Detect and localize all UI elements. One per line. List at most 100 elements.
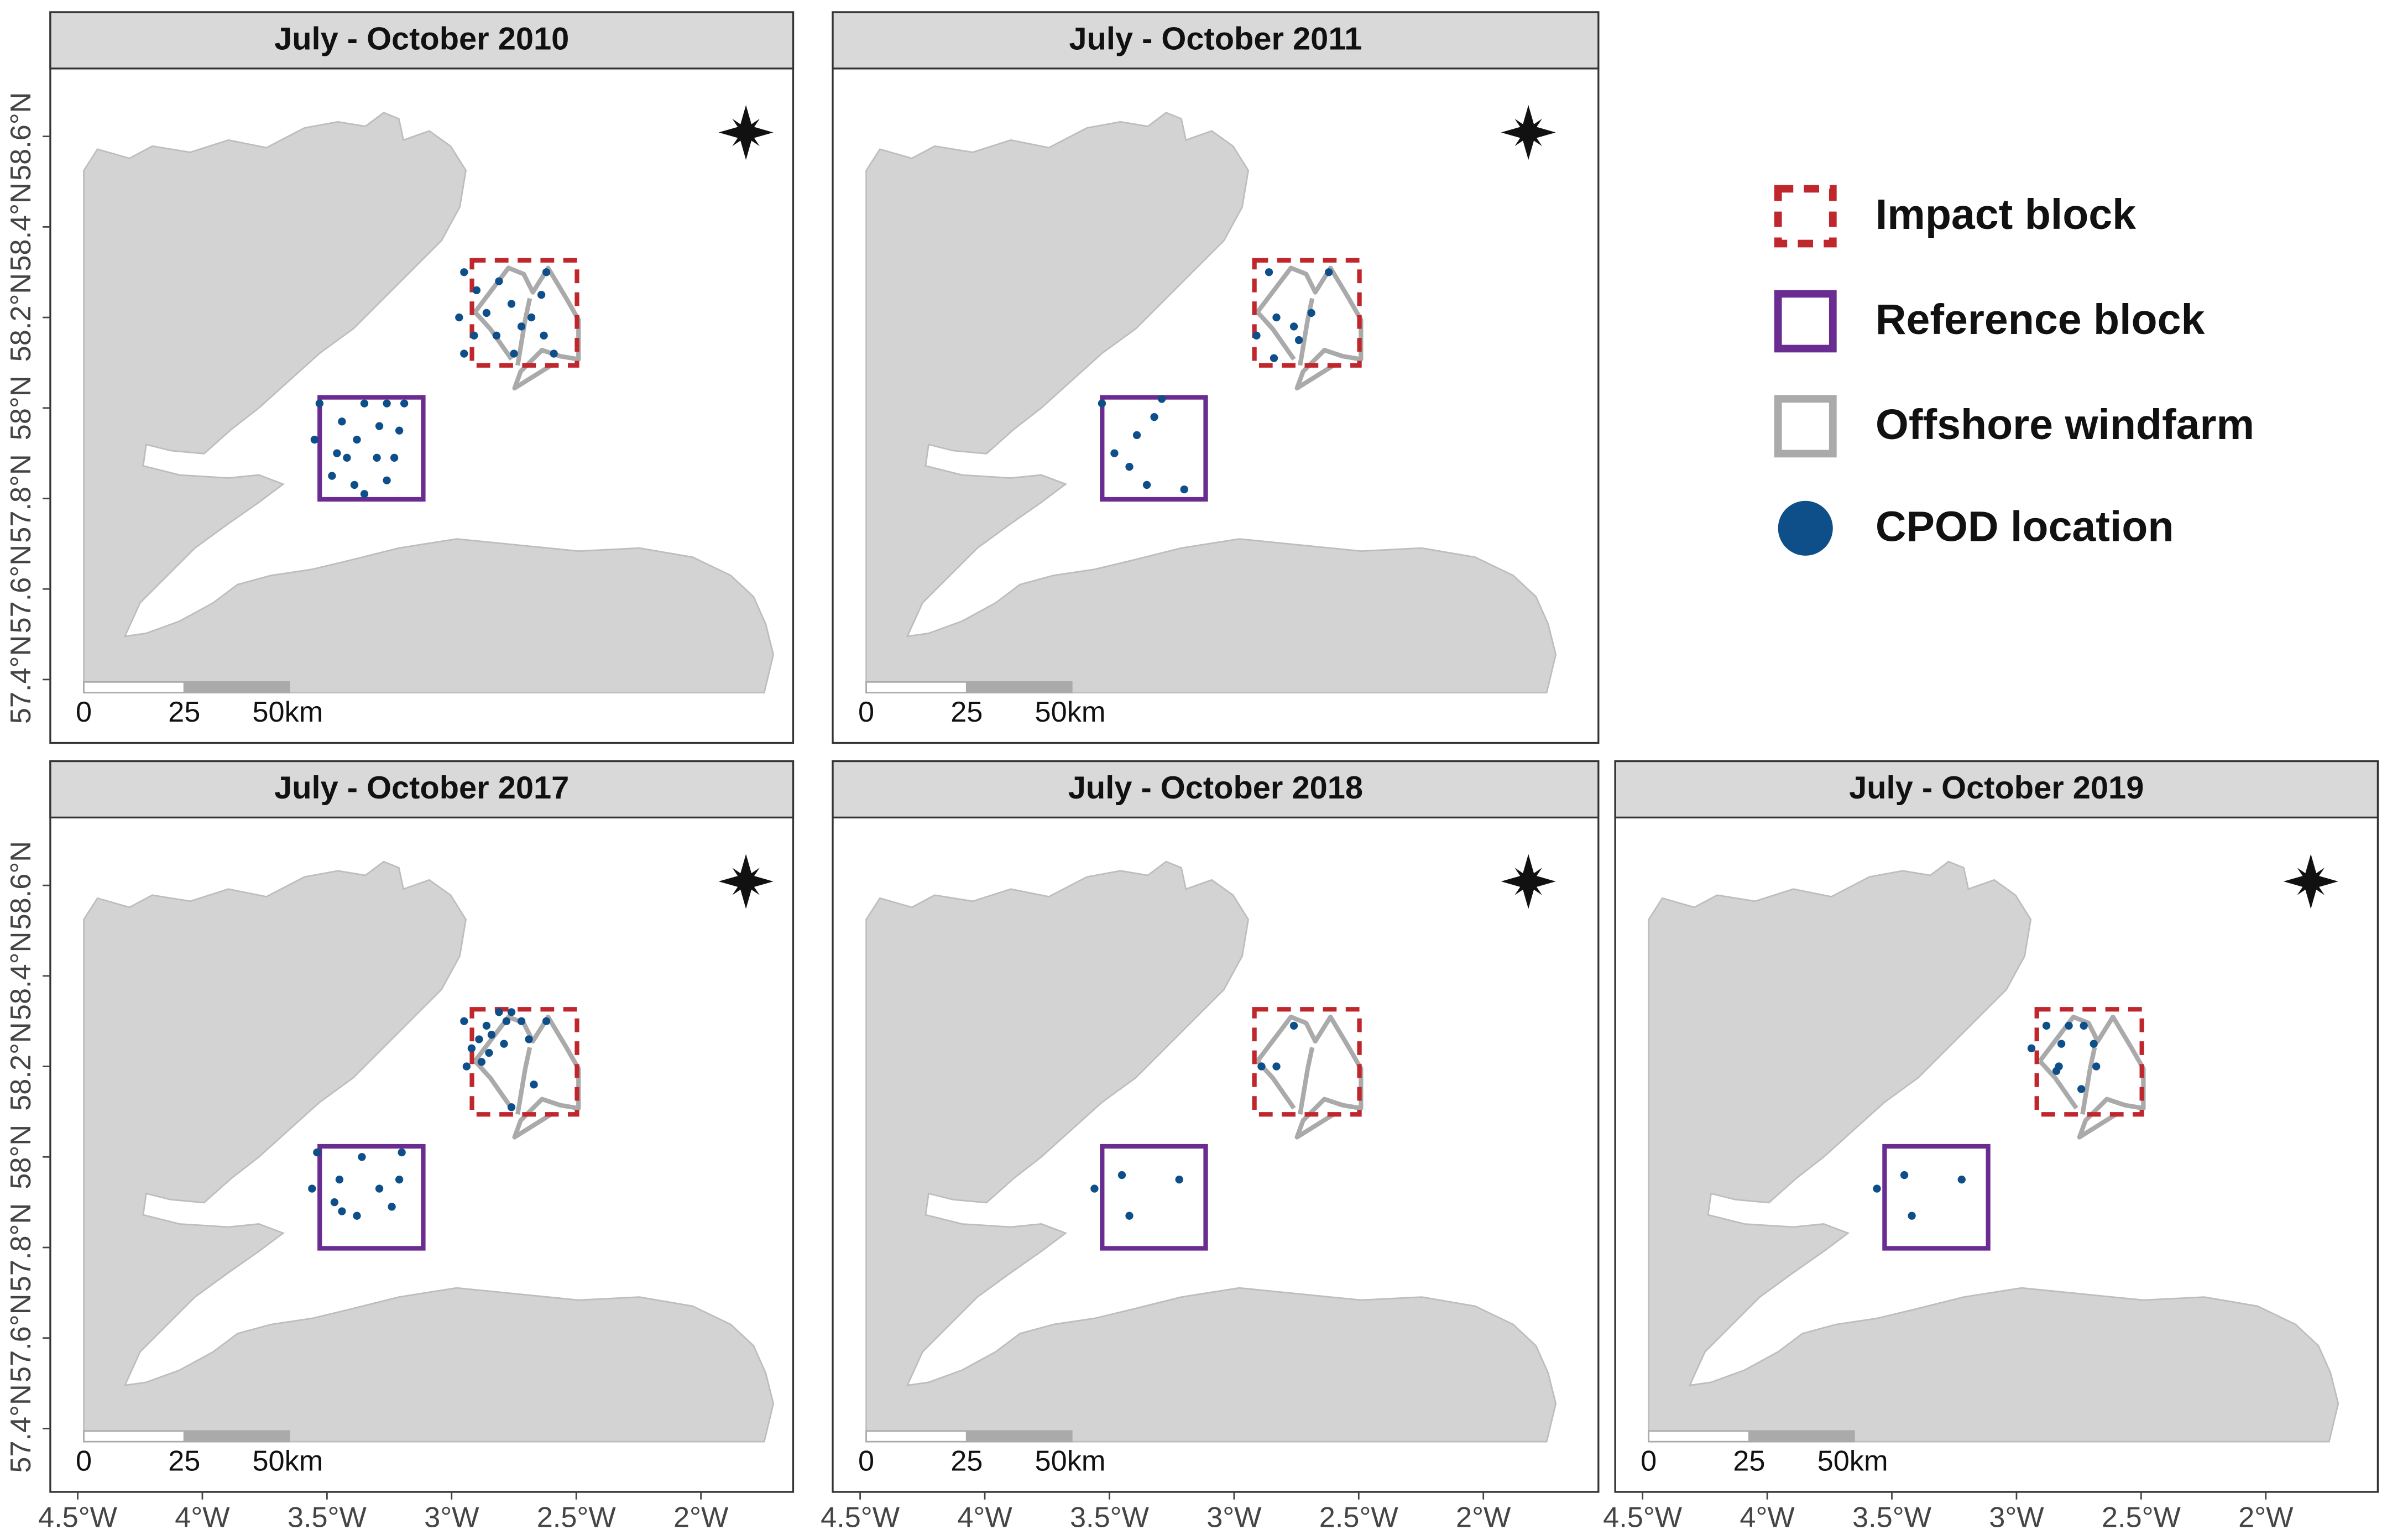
scale-label: 0 [76,1445,92,1478]
cpod-point [507,1103,516,1111]
y-tick-label: 58.6°N [5,841,37,930]
y-tick-label: 58.2°N [5,1022,37,1110]
scale-label: 50km [1035,696,1106,728]
x-tick-label: 2°W [673,1501,729,1533]
title-strip [1614,760,2379,819]
impact-block [469,1007,579,1117]
cpod-point [400,399,409,408]
cpod-point [1873,1184,1881,1193]
cpod-point [530,1080,538,1089]
x-tick-label: 4°W [1740,1501,1795,1533]
scale-label: 25 [950,1445,983,1478]
scale-bar [1748,1430,1855,1443]
cpod-point [460,1017,468,1025]
scale-bar [965,1430,1073,1443]
cpod-point [475,1035,483,1043]
cpod-point [540,331,548,340]
x-tick-label: 3.5°W [288,1501,367,1533]
cpod-point [1257,1062,1266,1071]
cpod-point [1325,268,1333,276]
map-panel: July - October 2011 0 25 50km [832,11,1600,744]
panel-title: July - October 2010 [274,22,569,57]
cpod-point [315,399,324,408]
y-tick-label: 58.4°N [5,182,37,271]
title-strip [832,760,1600,819]
cpod-point [550,349,558,358]
scale-bar [183,1430,290,1443]
x-tick-label: 4.5°W [38,1501,118,1533]
x-tick-label: 2.5°W [537,1501,617,1533]
cpod-point [308,1184,316,1193]
map-area: 0 25 50km [76,105,775,728]
cpod-point [2027,1044,2036,1053]
x-tick-label: 4°W [175,1501,230,1533]
cpod-point [375,1184,384,1193]
y-tick-label: 57.4°N [5,1384,37,1473]
legend-impact-icon [1774,185,1837,248]
panel-title: July - October 2019 [1849,770,2144,806]
x-tick-label: 3°W [1206,1501,1262,1533]
cpod-point [395,1176,404,1184]
x-tick-label: 3.5°W [1852,1501,1932,1533]
impact-block [1252,258,1362,368]
impact-block [469,258,579,368]
x-tick-label: 4.5°W [1603,1501,1683,1533]
cpod-point [338,417,346,426]
scale-bar [83,681,185,694]
cpod-point [1110,449,1119,457]
cpod-point [1307,309,1315,317]
y-tick-label: 57.6°N [5,1293,37,1382]
panel-title: July - October 2011 [1069,22,1362,57]
cpod-point [328,472,336,480]
x-tick-label: 3.5°W [1070,1501,1150,1533]
scale-label: 0 [858,696,874,728]
cpod-point [495,1008,503,1016]
x-tick-label: 2°W [1456,1501,1511,1533]
cpod-point [388,1203,396,1211]
cpod-point [2042,1021,2051,1030]
scale-bar [865,681,968,694]
scale-label: 25 [950,696,983,728]
scale-label: 0 [1641,1445,1657,1478]
cpod-point [1900,1171,1909,1179]
reference-block [1882,1144,1991,1251]
cpod-point [507,300,516,308]
cpod-point [2065,1021,2073,1030]
cpod-point [1117,1171,1126,1179]
cpod-point [502,1017,511,1025]
cpod-point [310,435,318,444]
legend-label: Offshore windfarm [1876,401,2254,448]
title-strip [49,760,795,819]
cpod-point [1272,313,1281,322]
panel-title: July - October 2018 [1068,770,1363,806]
scale-label: 50km [252,696,323,728]
cpod-point [1142,481,1151,489]
y-tick-label: 58°N [5,1125,37,1189]
scale-label: 25 [168,1445,200,1478]
cpod-point [1289,322,1298,331]
cpod-point [460,268,468,276]
cpod-point [1289,1021,1298,1030]
cpod-point [353,435,361,444]
cpod-point [510,349,518,358]
cpod-point [360,490,369,498]
cpod-point [525,1035,533,1043]
scale-label: 25 [1733,1445,1765,1478]
scale-label: 0 [858,1445,874,1478]
scale-bar [83,1430,185,1443]
cpod-point [507,1008,516,1016]
cpod-point [1272,1062,1281,1071]
cpod-point [313,1148,321,1157]
map-area: 0 25 50km [858,105,1557,728]
cpod-point [2077,1085,2086,1093]
cpod-point [462,1062,471,1071]
legend-label: CPOD location [1876,503,2174,550]
x-tick-label: 2.5°W [1319,1501,1399,1533]
reference-block [317,1144,426,1251]
cpod-point [360,399,369,408]
reference-block [1100,1144,1208,1251]
cpod-point [542,1017,551,1025]
scale-bar [1648,1430,1750,1443]
cpod-point [470,331,478,340]
